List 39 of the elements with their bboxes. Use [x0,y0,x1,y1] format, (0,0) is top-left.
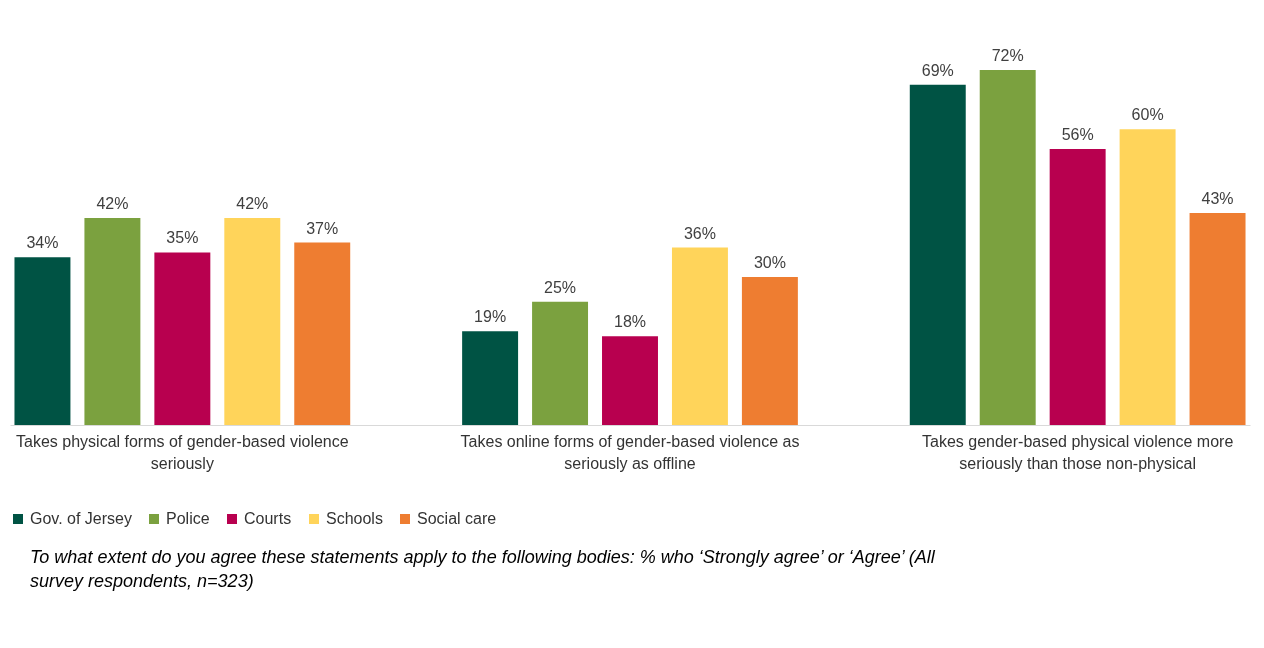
data-label: 42% [96,194,129,212]
bar [671,247,728,425]
data-label: 60% [1131,106,1164,124]
data-label: 69% [921,61,954,79]
data-label: 30% [753,254,786,272]
bar [909,84,966,425]
bar [462,331,519,425]
data-label: 18% [613,313,647,331]
data-label: 35% [166,229,199,247]
bar [1119,129,1176,425]
data-label: 37% [306,219,339,237]
bar [224,217,281,425]
x-tick-label: Takes online forms of gender-based violence as seriously as offline [460,432,800,472]
bar [602,336,658,425]
bar [979,70,1036,425]
text: To what extent do you agree these statements apply to the following bodies: % who ‘Strongly agree’ or ‘Agree’ (All survey respondents, n=323) [30,547,936,591]
bar [84,217,141,425]
bar [14,257,71,425]
bar [1049,148,1106,425]
x-tick-label: Takes physical forms of gender-based violence seriously [16,432,349,472]
bar [741,277,798,425]
bar [532,301,589,425]
data-label: 56% [1061,125,1094,143]
legend-label: Police [166,510,210,527]
bar [154,252,211,425]
legend-label: Social care [417,510,497,527]
x-tick-label: Takes gender-based physical violence more seriously than those non-physical [922,432,1234,472]
data-label: 19% [474,308,507,326]
data-label: 43% [1201,189,1234,207]
legend-label: Gov. of Jersey [30,510,132,527]
data-label: 72% [991,47,1024,64]
bar [1189,212,1246,425]
bar [294,242,351,425]
legend-label: Courts [244,510,292,527]
data-label: 42% [236,194,269,212]
data-label: 36% [683,224,716,242]
data-label: 25% [544,278,577,296]
legend-label: Schools [326,510,383,527]
data-label: 34% [26,234,59,252]
